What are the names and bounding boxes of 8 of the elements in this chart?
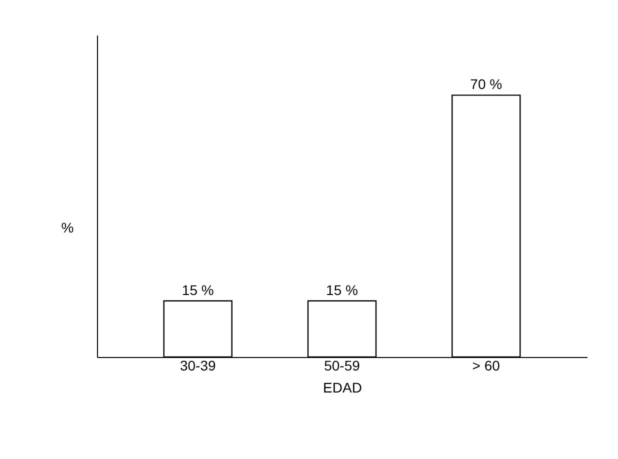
x-tick-label: 50-59	[324, 358, 360, 374]
y-axis-title: %	[61, 220, 74, 236]
data-label: 70 %	[470, 76, 502, 92]
x-tick-label: 30-39	[180, 358, 216, 374]
x-axis-title: EDAD	[323, 380, 362, 396]
data-label: 15 %	[326, 282, 358, 298]
data-label: 15 %	[182, 282, 214, 298]
x-tick-label: > 60	[472, 358, 500, 374]
